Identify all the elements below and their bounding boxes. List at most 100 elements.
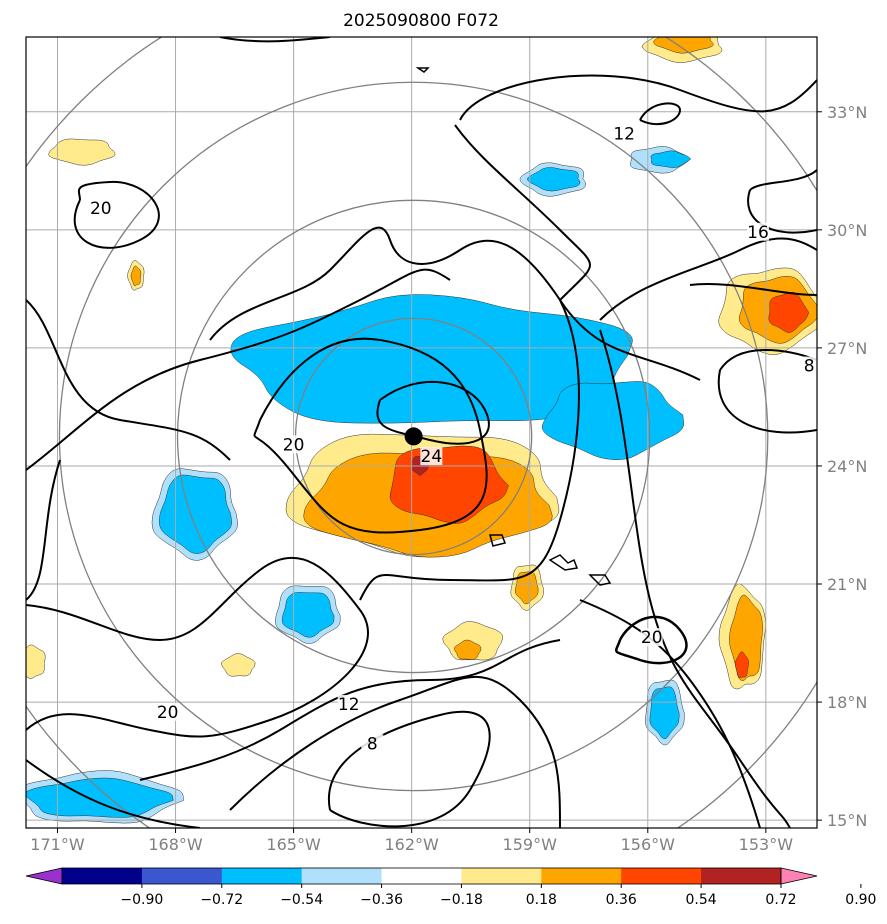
chart-title: 2025090800 F072 [343, 11, 499, 31]
contour-label-bg [640, 628, 663, 647]
shaded-area [26, 644, 46, 679]
x-tick-label: 168°W [148, 835, 203, 854]
colorbar: −0.90 −0.72 −0.54 −0.36 −0.18 0.18 0.36 0.54 0.7… [25, 867, 876, 908]
contour-line [615, 615, 688, 665]
colorbar-bin [301, 868, 383, 884]
contour-line [548, 554, 579, 571]
shaded-area [527, 167, 581, 192]
contour-line [209, 226, 701, 381]
shaded-area [281, 592, 335, 638]
contour-label-bg [420, 447, 443, 466]
contour-label-bg [89, 199, 112, 218]
contour-label-bg [361, 734, 384, 753]
range-ring [58, 81, 769, 792]
colorbar-tick-label: −0.36 [360, 892, 403, 908]
y-tick-label: 15°N [827, 811, 867, 830]
colorbar-bin [701, 868, 782, 884]
colorbar-bin [381, 868, 462, 884]
contour-labels: 12 20 16 8 20 24 20 20 12 8 [89, 124, 817, 754]
colorbar-tick-label: 0.72 [765, 892, 796, 908]
contour-line [26, 759, 201, 828]
contour-line [219, 37, 331, 43]
colorbar-bin [541, 868, 622, 884]
contour-line [454, 124, 591, 301]
shaded-area [649, 686, 680, 740]
y-tick-label: 30°N [827, 221, 867, 240]
colorbar-tick-label: 0.36 [606, 892, 637, 908]
shaded-area [653, 37, 714, 54]
range-ring [176, 199, 651, 674]
x-tick-label: 171°W [30, 835, 85, 854]
y-tick-label: 21°N [827, 575, 867, 594]
contour-line [26, 299, 231, 461]
colorbar-tick-label: −0.18 [440, 892, 483, 908]
contour-line [253, 337, 488, 534]
contour-line [599, 237, 817, 321]
colorbar-bin [621, 868, 702, 884]
colorbar-bin [62, 868, 143, 884]
contour-line [415, 67, 430, 73]
contour-label: 20 [157, 703, 179, 723]
contour-label: 12 [613, 124, 635, 144]
colorbar-tick-label: −0.90 [120, 892, 163, 908]
x-tick-label: 159°W [503, 835, 558, 854]
x-tick-label: 153°W [739, 835, 794, 854]
x-tick-label: 162°W [384, 835, 439, 854]
colorbar-tick-label: 0.54 [686, 892, 717, 908]
contour-line [639, 102, 682, 126]
contour-label-bg [613, 124, 636, 143]
contour-label: 20 [283, 435, 305, 455]
contour-label-bg [337, 695, 360, 714]
contour-label: 8 [804, 357, 815, 377]
contour-label-bg [282, 435, 305, 454]
x-tick-label: 156°W [621, 835, 676, 854]
contour-line [229, 676, 561, 828]
colorbar-extend-min [25, 867, 63, 885]
shaded-area [735, 651, 749, 679]
contour-line [579, 599, 761, 828]
colorbar-bin [141, 868, 223, 884]
y-tick-label: 33°N [827, 103, 867, 122]
contour-line [376, 380, 490, 445]
colorbar-tick-label: 0.18 [526, 892, 557, 908]
shaded-area [541, 381, 685, 461]
contour-line [327, 710, 491, 828]
contour-line [689, 283, 817, 296]
contour-label-bg [798, 356, 817, 375]
map-frame [25, 36, 818, 829]
contour-label-bg [156, 702, 179, 721]
contour-line [588, 574, 612, 586]
shaded-area [768, 291, 810, 333]
contour-line [489, 534, 506, 547]
contour-line [26, 268, 451, 471]
x-tick-label: 165°W [266, 835, 321, 854]
y-axis-ticks: 15°N 18°N 21°N 24°N 27°N 30°N 33°N [817, 103, 867, 830]
contour-label: 12 [338, 695, 360, 715]
contour-line [26, 556, 369, 738]
contour-lines [26, 37, 817, 828]
storm-center-marker [404, 427, 423, 446]
shaded-area [650, 150, 692, 168]
shaded-area [48, 138, 116, 166]
x-axis-ticks: 171°W 168°W 165°W 162°W 159°W 156°W 153°W [30, 828, 793, 854]
contour-line [459, 74, 817, 121]
contour-label: 8 [367, 734, 378, 754]
contour-label: 16 [747, 223, 769, 243]
contour-label: 24 [421, 447, 443, 467]
shaded-area [158, 474, 232, 554]
contour-label: 20 [90, 199, 112, 219]
y-tick-label: 18°N [827, 693, 867, 712]
shaded-area [26, 777, 174, 818]
y-tick-label: 27°N [827, 339, 867, 358]
contour-line [359, 299, 580, 601]
contour-line [139, 639, 561, 781]
shaded-area [221, 653, 256, 677]
colorbar-bin [221, 868, 303, 884]
contour-line [26, 459, 61, 601]
colorbar-tick-label: −0.72 [200, 892, 243, 908]
contour-label-bg [746, 222, 769, 241]
contour-label: 20 [641, 628, 663, 648]
colorbar-tick-label: −0.54 [280, 892, 323, 908]
